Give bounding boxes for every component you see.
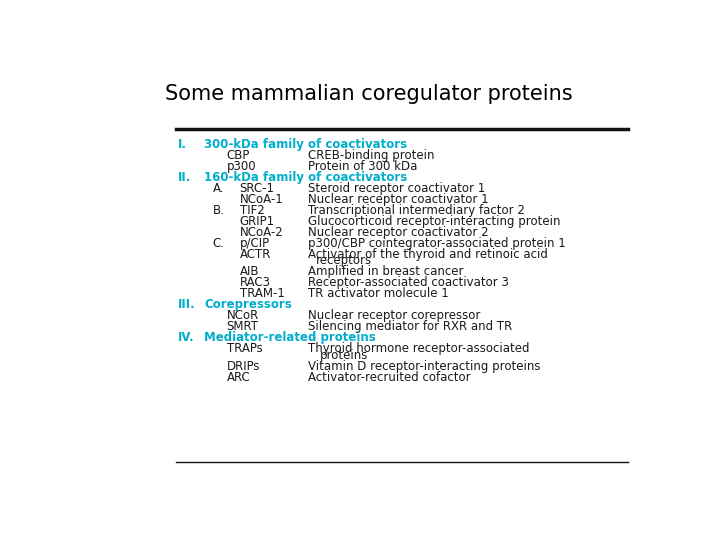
Text: Activator of the thyroid and retinoic acid: Activator of the thyroid and retinoic ac… [307,248,547,261]
Text: Amplified in breast cancer: Amplified in breast cancer [307,265,463,278]
Text: Transcriptional intermediary factor 2: Transcriptional intermediary factor 2 [307,204,524,217]
Text: p/CIP: p/CIP [240,237,270,249]
Text: I.: I. [178,138,187,151]
Text: Nuclear receptor coactivator 2: Nuclear receptor coactivator 2 [307,226,488,239]
Text: Activator-recruited cofactor: Activator-recruited cofactor [307,371,470,384]
Text: C.: C. [213,237,225,249]
Text: p300/CBP cointegrator-associated protein 1: p300/CBP cointegrator-associated protein… [307,237,565,249]
Text: Steroid receptor coactivator 1: Steroid receptor coactivator 1 [307,181,485,194]
Text: TIF2: TIF2 [240,204,264,217]
Text: AIB: AIB [240,265,259,278]
Text: ARC: ARC [227,371,251,384]
Text: DRIPs: DRIPs [227,360,260,373]
Text: p300: p300 [227,160,256,173]
Text: RAC3: RAC3 [240,276,271,289]
Text: proteins: proteins [320,349,368,362]
Text: B.: B. [213,204,225,217]
Text: TR activator molecule 1: TR activator molecule 1 [307,287,449,300]
Text: ACTR: ACTR [240,248,271,261]
Text: receptors: receptors [316,254,372,267]
Text: Corepressors: Corepressors [204,298,292,311]
Text: Vitamin D receptor-interacting proteins: Vitamin D receptor-interacting proteins [307,360,540,373]
Text: TRAPs: TRAPs [227,342,263,355]
Text: III.: III. [178,298,196,311]
Text: Thyroid hormone receptor-associated: Thyroid hormone receptor-associated [307,342,529,355]
Text: TRAM-1: TRAM-1 [240,287,284,300]
Text: GRIP1: GRIP1 [240,215,274,228]
Text: CREB-binding protein: CREB-binding protein [307,148,434,161]
Text: SRC-1: SRC-1 [240,181,274,194]
Text: Glucocorticoid receptor-interacting protein: Glucocorticoid receptor-interacting prot… [307,215,560,228]
Text: IV.: IV. [178,332,195,345]
Text: 300-kDa family of coactivators: 300-kDa family of coactivators [204,138,408,151]
Text: A.: A. [213,181,224,194]
Text: Nuclear receptor coactivator 1: Nuclear receptor coactivator 1 [307,193,488,206]
Text: CBP: CBP [227,148,250,161]
Text: SMRT: SMRT [227,320,258,333]
Text: 160-kDa family of coactivators: 160-kDa family of coactivators [204,171,408,184]
Text: Silencing mediator for RXR and TR: Silencing mediator for RXR and TR [307,320,512,333]
Text: Nuclear receptor corepressor: Nuclear receptor corepressor [307,309,480,322]
Text: Mediator-related proteins: Mediator-related proteins [204,332,376,345]
Text: II.: II. [178,171,192,184]
Text: NCoR: NCoR [227,309,259,322]
Text: NCoA-2: NCoA-2 [240,226,283,239]
Text: NCoA-1: NCoA-1 [240,193,283,206]
Text: Receptor-associated coactivator 3: Receptor-associated coactivator 3 [307,276,508,289]
Text: Some mammalian coregulator proteins: Some mammalian coregulator proteins [165,84,573,104]
Text: Protein of 300 kDa: Protein of 300 kDa [307,160,417,173]
